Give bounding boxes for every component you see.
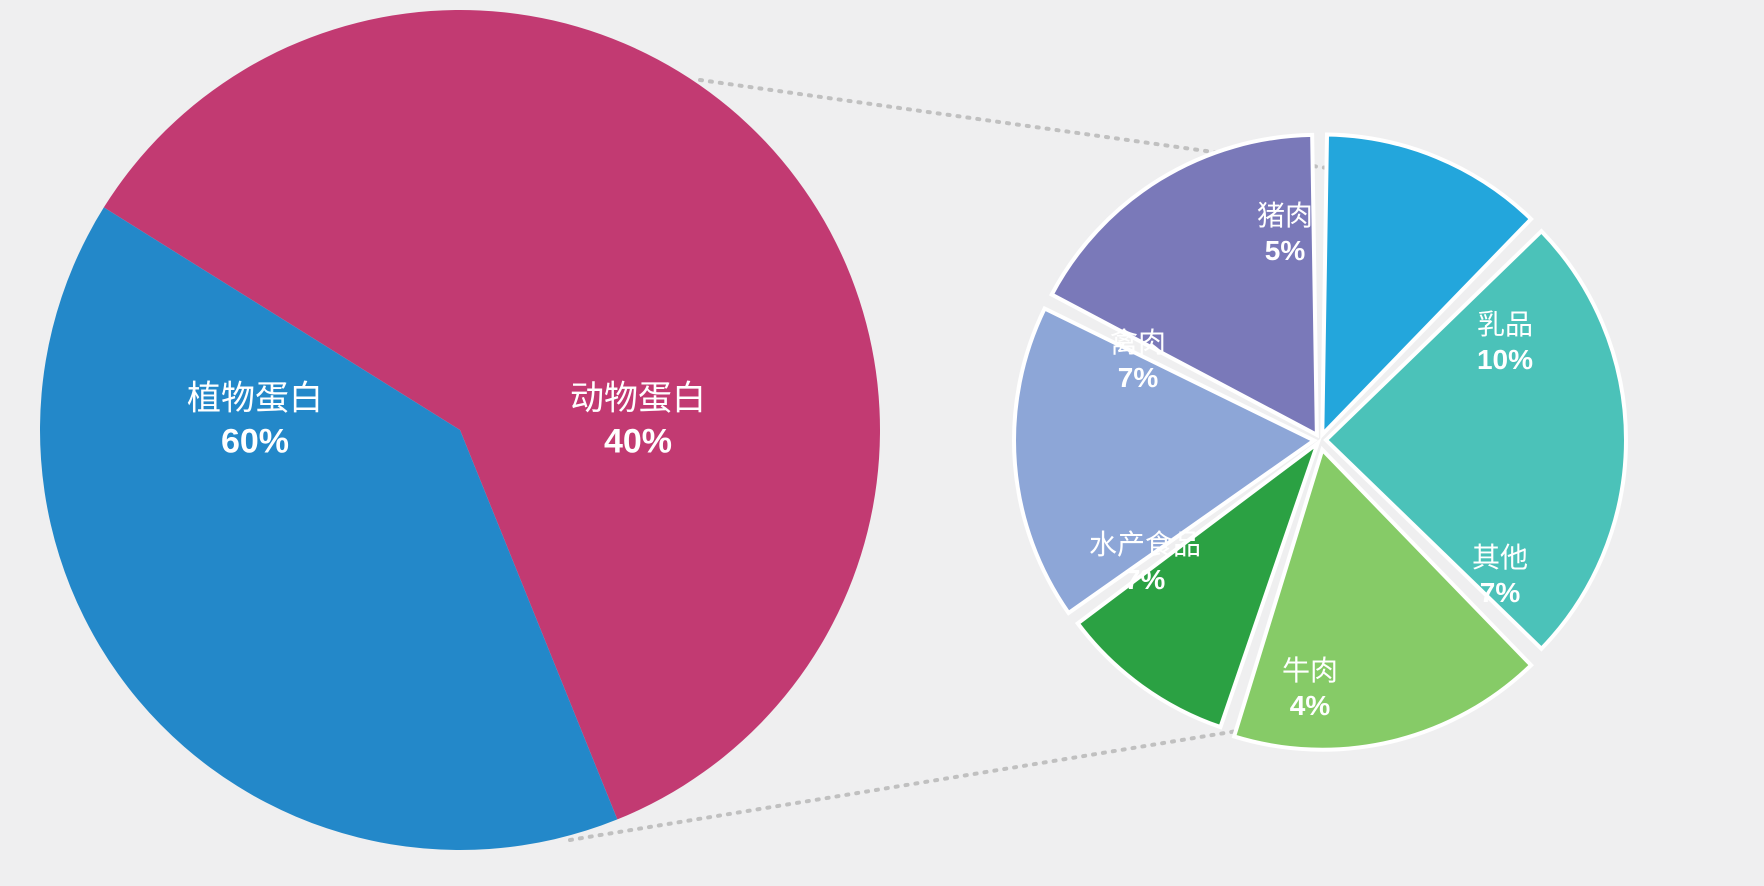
slice-pct: 10% xyxy=(1477,342,1533,377)
sub-pie-label-3: 牛肉4% xyxy=(1282,653,1338,723)
slice-pct: 7% xyxy=(1472,575,1528,610)
slice-name: 乳品 xyxy=(1477,307,1533,342)
main-pie-label-0: 植物蛋白60% xyxy=(187,378,323,463)
slice-pct: 40% xyxy=(570,420,706,463)
slice-name: 猪肉 xyxy=(1257,198,1313,233)
slice-name: 牛肉 xyxy=(1282,653,1338,688)
slice-pct: 60% xyxy=(187,420,323,463)
sub-pie-label-1: 乳品10% xyxy=(1477,307,1533,377)
slice-name: 其他 xyxy=(1472,540,1528,575)
slice-name: 水产食品 xyxy=(1089,527,1201,562)
slice-name: 禽肉 xyxy=(1110,325,1166,360)
slice-pct: 4% xyxy=(1282,688,1338,723)
main-pie-label-1: 动物蛋白40% xyxy=(570,378,706,463)
slice-pct: 7% xyxy=(1110,360,1166,395)
slice-name: 动物蛋白 xyxy=(570,378,706,421)
sub-pie-label-5: 禽肉7% xyxy=(1110,325,1166,395)
slice-pct: 7% xyxy=(1089,562,1201,597)
sub-pie-label-4: 水产食品7% xyxy=(1089,527,1201,597)
slice-name: 植物蛋白 xyxy=(187,378,323,421)
sub-pie-label-0: 猪肉5% xyxy=(1257,198,1313,268)
slice-pct: 5% xyxy=(1257,233,1313,268)
sub-pie-label-2: 其他7% xyxy=(1472,540,1528,610)
